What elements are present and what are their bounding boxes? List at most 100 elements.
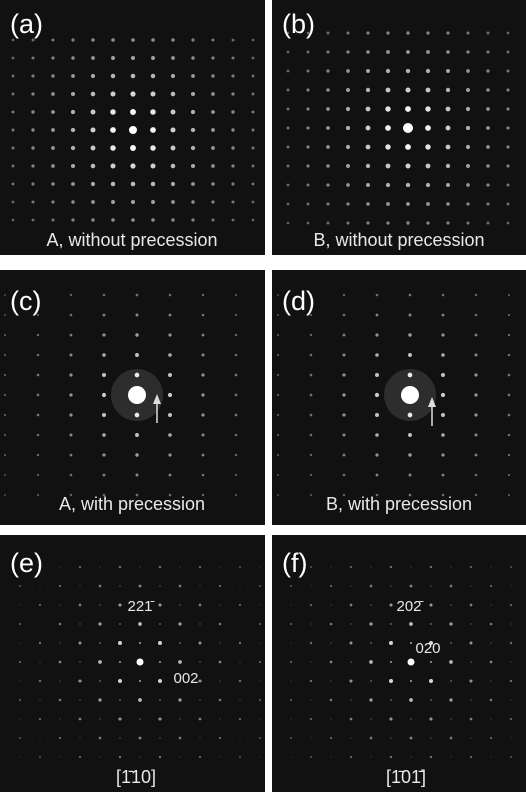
diffraction-spot (69, 353, 72, 356)
diffraction-spot (239, 566, 241, 568)
diffraction-spot (426, 69, 430, 73)
diffraction-spot (406, 183, 410, 187)
panel-c: (c) A, with precession (0, 270, 265, 525)
diffraction-spot (59, 585, 61, 587)
diffraction-spot (375, 393, 379, 397)
diffraction-spot (430, 756, 432, 758)
diffraction-spot (390, 585, 391, 586)
diffraction-spot (450, 756, 451, 757)
diffraction-spot (310, 585, 311, 586)
diffraction-spot (290, 661, 292, 663)
diffraction-spot (486, 183, 489, 186)
index-label: 202̄ (396, 598, 423, 615)
diffraction-spot (446, 145, 451, 150)
diffraction-spot (171, 218, 174, 221)
diffraction-spot (446, 50, 450, 54)
diffraction-spot (310, 661, 311, 662)
diffraction-spot (59, 718, 60, 719)
diffraction-spot (366, 164, 370, 168)
diffraction-spot (310, 642, 312, 644)
diffraction-spot (508, 334, 510, 336)
diffraction-spot (290, 604, 291, 605)
diffraction-spot (71, 74, 75, 78)
diffraction-spot (19, 718, 20, 719)
diffraction-spot (342, 373, 345, 376)
diffraction-spot (386, 221, 389, 224)
diffraction-spot (408, 433, 412, 437)
diffraction-spot (12, 201, 15, 204)
diffraction-spot (350, 756, 352, 758)
diffraction-spot (510, 604, 512, 606)
diffraction-spot (506, 88, 509, 91)
diffraction-spot (277, 394, 279, 396)
diffraction-spot (385, 125, 391, 131)
diffraction-spot (211, 218, 214, 221)
diffraction-spot (408, 373, 413, 378)
diffraction-spot (408, 413, 413, 418)
diffraction-spot (231, 110, 234, 113)
diffraction-spot (350, 718, 353, 721)
diffraction-spot (290, 585, 292, 587)
diffraction-spot (199, 756, 201, 758)
diffraction-spot (510, 680, 512, 682)
diffraction-spot (510, 699, 511, 700)
diffraction-spot (486, 126, 490, 130)
diffraction-spot (37, 454, 39, 456)
diffraction-spot (310, 334, 312, 336)
diffraction-spot (310, 623, 311, 624)
diffraction-spot (202, 474, 205, 477)
diffraction-spot (375, 433, 379, 437)
diffraction-spot (219, 661, 222, 664)
diffraction-spot (343, 454, 346, 457)
diffraction-spot (290, 623, 292, 625)
diffraction-spot (219, 566, 220, 567)
diffraction-spot (111, 92, 116, 97)
diffraction-spot (376, 314, 379, 317)
diffraction-spot (59, 566, 60, 567)
panel-label: (a) (10, 9, 43, 39)
diffraction-spot (202, 294, 204, 296)
diffraction-spot (102, 353, 106, 357)
diffraction-spot (408, 333, 411, 336)
diffraction-spot (232, 219, 235, 222)
diffraction-spot (159, 699, 161, 701)
diffraction-spot (490, 642, 491, 643)
diffraction-spot (211, 74, 214, 77)
diffraction-spot (199, 604, 202, 607)
diffraction-spot (470, 661, 472, 663)
diffraction-spot (310, 699, 311, 700)
diffraction-spot (239, 718, 241, 720)
diffraction-spot (446, 202, 450, 206)
diffraction-spot (409, 698, 413, 702)
diffraction-spot (118, 679, 122, 683)
diffraction-spot (310, 718, 312, 720)
diffraction-spot (466, 164, 470, 168)
diffraction-spot (486, 164, 490, 168)
diffraction-spot (239, 699, 240, 700)
diffraction-spot (235, 454, 237, 456)
diffraction-spot (168, 413, 172, 417)
diffraction-spot (259, 737, 261, 739)
diffraction-spot (410, 566, 411, 567)
diffraction-spot (406, 202, 410, 206)
diffraction-spot (231, 182, 234, 185)
diffraction-spot (466, 69, 470, 73)
panel-label: (e) (10, 548, 43, 578)
diffraction-spot (386, 31, 389, 34)
diffraction-spot (211, 182, 214, 185)
diffraction-spot (290, 718, 291, 719)
diffraction-spot (251, 128, 254, 131)
diffraction-spot (59, 737, 61, 739)
diffraction-spot (508, 434, 511, 437)
diffraction-spot (510, 718, 512, 720)
diffraction-spot (70, 294, 72, 296)
diffraction-spot (151, 92, 156, 97)
diffraction-spot (51, 110, 55, 114)
diffraction-spot (429, 679, 433, 683)
diffraction-spot (487, 222, 490, 225)
diffraction-spot (199, 661, 201, 663)
diffraction-spot (170, 127, 175, 132)
diffraction-spot (158, 603, 161, 606)
diffraction-spot (151, 38, 155, 42)
diffraction-spot (191, 164, 195, 168)
